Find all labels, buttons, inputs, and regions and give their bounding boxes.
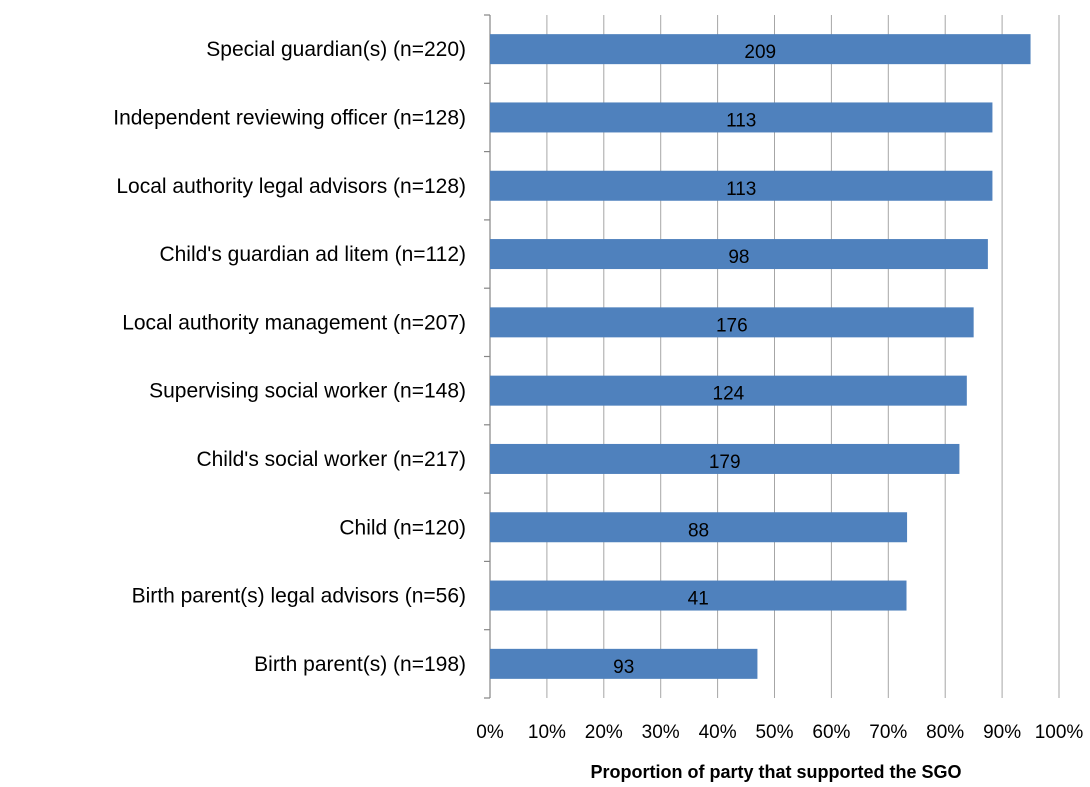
x-tick-label: 30% [642,722,680,743]
x-tick-label: 50% [755,722,793,743]
bar [490,512,908,543]
category-label: Child's guardian ad litem (n=112) [159,243,466,266]
axes [484,14,491,699]
x-tick-label: 20% [585,722,623,743]
bar [490,239,988,270]
data-label: 113 [726,110,756,131]
category-label: Birth parent(s) legal advisors (n=56) [132,585,466,608]
data-label: 98 [728,247,749,268]
bar [490,34,1031,65]
x-axis-title: Proportion of party that supported the S… [591,762,962,782]
category-label: Birth parent(s) (n=198) [254,653,466,676]
data-label: 113 [726,179,756,200]
data-label: 179 [709,452,741,473]
bar [490,307,974,338]
category-label: Child (n=120) [339,516,466,539]
data-labels: 209 113 113 98 176 124 179 88 41 93 [613,42,776,678]
data-label: 93 [613,657,634,678]
x-tick-labels: 0% 10% 20% 30% 40% 50% 60% 70% 80% 90% 100% [476,722,1083,743]
x-tick-label: 0% [476,722,504,743]
category-label: Supervising social worker (n=148) [149,380,466,403]
bar [490,648,758,679]
category-label: Child's social worker (n=217) [196,448,466,471]
x-tick-label: 80% [926,722,964,743]
bar [490,375,967,406]
data-label: 209 [744,42,776,63]
category-label: Local authority legal advisors (n=128) [116,175,466,198]
category-label: Independent reviewing officer (n=128) [113,106,466,129]
x-tick-label: 60% [812,722,850,743]
bar [490,443,960,474]
data-label: 176 [716,315,748,336]
bar [490,580,907,611]
bar [490,102,993,133]
bar [490,170,993,201]
x-tick-label: 90% [983,722,1021,743]
category-labels: Special guardian(s) (n=220) Independent r… [113,38,466,676]
x-tick-label: 70% [869,722,907,743]
data-label: 41 [688,589,709,610]
data-label: 124 [713,384,745,405]
data-label: 88 [688,520,709,541]
x-tick-label: 10% [528,722,566,743]
bars [490,34,1031,679]
x-tick-label: 100% [1035,722,1084,743]
x-tick-label: 40% [699,722,737,743]
category-label: Special guardian(s) (n=220) [206,38,466,61]
category-label: Local authority management (n=207) [122,311,466,334]
